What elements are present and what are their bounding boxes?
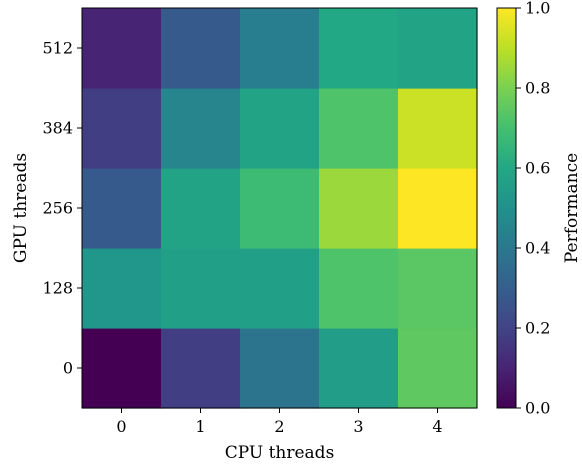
heatmap-cell	[82, 8, 162, 89]
heatmap-cell	[82, 248, 162, 329]
y-tick-label: 256	[42, 199, 73, 218]
heatmap-cell	[82, 88, 162, 169]
colorbar-tick-label: 0.2	[525, 319, 550, 338]
heatmap-cell	[161, 8, 241, 89]
colorbar-ticks: 0.0 0.2 0.4 0.6 0.8 1.0	[516, 0, 550, 418]
x-axis-ticks: 0 1 2 3 4	[116, 408, 443, 436]
y-tick-label: 384	[42, 119, 73, 138]
heatmap-cell	[240, 88, 320, 169]
heatmap-cell	[82, 168, 162, 249]
colorbar-tick-label: 0.8	[525, 79, 550, 98]
heatmap-cell	[398, 168, 478, 249]
heatmap-cell	[240, 168, 320, 249]
heatmap-cell	[161, 248, 241, 329]
heatmap-cell	[240, 328, 320, 409]
heatmap-cell	[319, 8, 399, 89]
x-tick-label: 1	[195, 417, 205, 436]
heatmap-cell	[319, 168, 399, 249]
heatmap-cell	[319, 248, 399, 329]
x-tick-label: 4	[432, 417, 442, 436]
heatmap-cell	[398, 248, 478, 329]
y-tick-label: 128	[42, 279, 73, 298]
x-axis-label: CPU threads	[225, 443, 335, 463]
heatmap-cell	[398, 328, 478, 409]
x-tick-label: 2	[274, 417, 284, 436]
heatmap-cell	[82, 328, 162, 409]
colorbar-tick-label: 0.0	[525, 399, 550, 418]
y-axis-ticks: 0 128 256 384 512	[42, 39, 82, 378]
colorbar-tick-label: 0.4	[525, 239, 550, 258]
heatmap-cell	[319, 88, 399, 169]
y-tick-label: 0	[63, 359, 73, 378]
heatmap-cell	[240, 248, 320, 329]
y-axis-label: GPU threads	[11, 153, 31, 263]
y-tick-label: 512	[42, 39, 73, 58]
heatmap-cell	[161, 328, 241, 409]
heatmap-cells	[82, 8, 478, 409]
colorbar	[496, 7, 517, 409]
colorbar-tick-label: 0.6	[525, 159, 550, 178]
heatmap-cell	[161, 168, 241, 249]
heatmap-cell	[398, 88, 478, 169]
x-tick-label: 3	[353, 417, 363, 436]
heatmap-cell	[240, 8, 320, 89]
heatmap-cell	[319, 328, 399, 409]
colorbar-tick-label: 1.0	[525, 0, 550, 18]
x-tick-label: 0	[116, 417, 126, 436]
heatmap-cell	[161, 88, 241, 169]
colorbar-label: Performance	[562, 153, 582, 263]
heatmap-cell	[398, 8, 478, 89]
